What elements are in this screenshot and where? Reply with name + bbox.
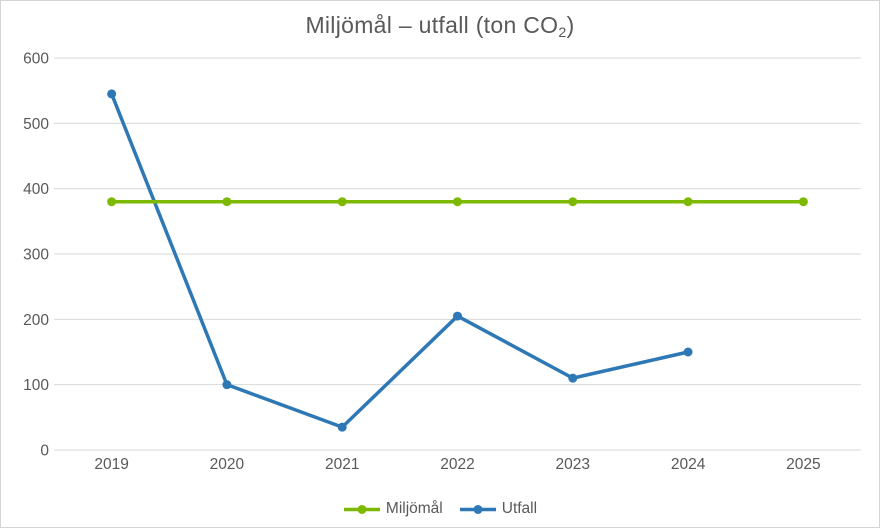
legend-swatch-miljomal-icon [343,504,380,514]
y-axis-tick-label-500: 500 [23,116,49,133]
x-axis-tick-label-2023: 2023 [556,456,590,473]
y-axis-tick-label-300: 300 [23,247,49,264]
chart-title: Miljömål – utfall (ton CO2) [1,12,879,41]
y-axis-tick-label-100: 100 [23,377,49,394]
data-point-milj-m-l-2021 [337,197,347,207]
data-point-milj-m-l-2023 [568,197,578,207]
chart-title-text: Miljömål – utfall (ton CO [305,12,559,38]
x-axis-tick-label-2021: 2021 [325,456,359,473]
legend-item-utfall: Utfall [459,500,537,518]
data-point-utfall-2021 [337,422,347,432]
data-point-utfall-2020 [222,380,232,390]
chart-title-subscript: 2 [558,24,567,41]
x-axis-tick-label-2022: 2022 [440,456,474,473]
x-axis-tick-label-2019: 2019 [94,456,128,473]
legend-label-utfall: Utfall [501,500,538,517]
data-point-milj-m-l-2024 [683,197,693,207]
data-point-utfall-2022 [453,311,462,321]
legend-item-miljomal: Miljömål [343,500,443,518]
data-point-milj-m-l-2022 [453,197,462,207]
y-axis-tick-label-0: 0 [40,443,49,460]
data-point-milj-m-l-2020 [222,197,232,207]
data-point-milj-m-l-2019 [107,197,117,207]
chart-title-suffix: ) [566,12,575,38]
data-point-milj-m-l-2025 [798,197,808,207]
y-axis-tick-label-200: 200 [23,312,49,329]
y-axis-tick-label-600: 600 [23,51,49,68]
legend-swatch-utfall-icon [459,504,496,514]
chart-legend: Miljömål Utfall [1,500,879,518]
data-point-utfall-2023 [568,373,578,383]
legend-label-miljomal: Miljömål [385,500,443,517]
y-axis-tick-label-400: 400 [23,181,49,198]
x-axis-tick-label-2020: 2020 [210,456,245,473]
data-point-utfall-2019 [107,89,117,99]
x-axis-tick-label-2024: 2024 [671,456,706,473]
x-axis-tick-label-2025: 2025 [786,456,820,473]
data-point-utfall-2024 [683,347,693,357]
series-line-utfall [109,92,690,429]
